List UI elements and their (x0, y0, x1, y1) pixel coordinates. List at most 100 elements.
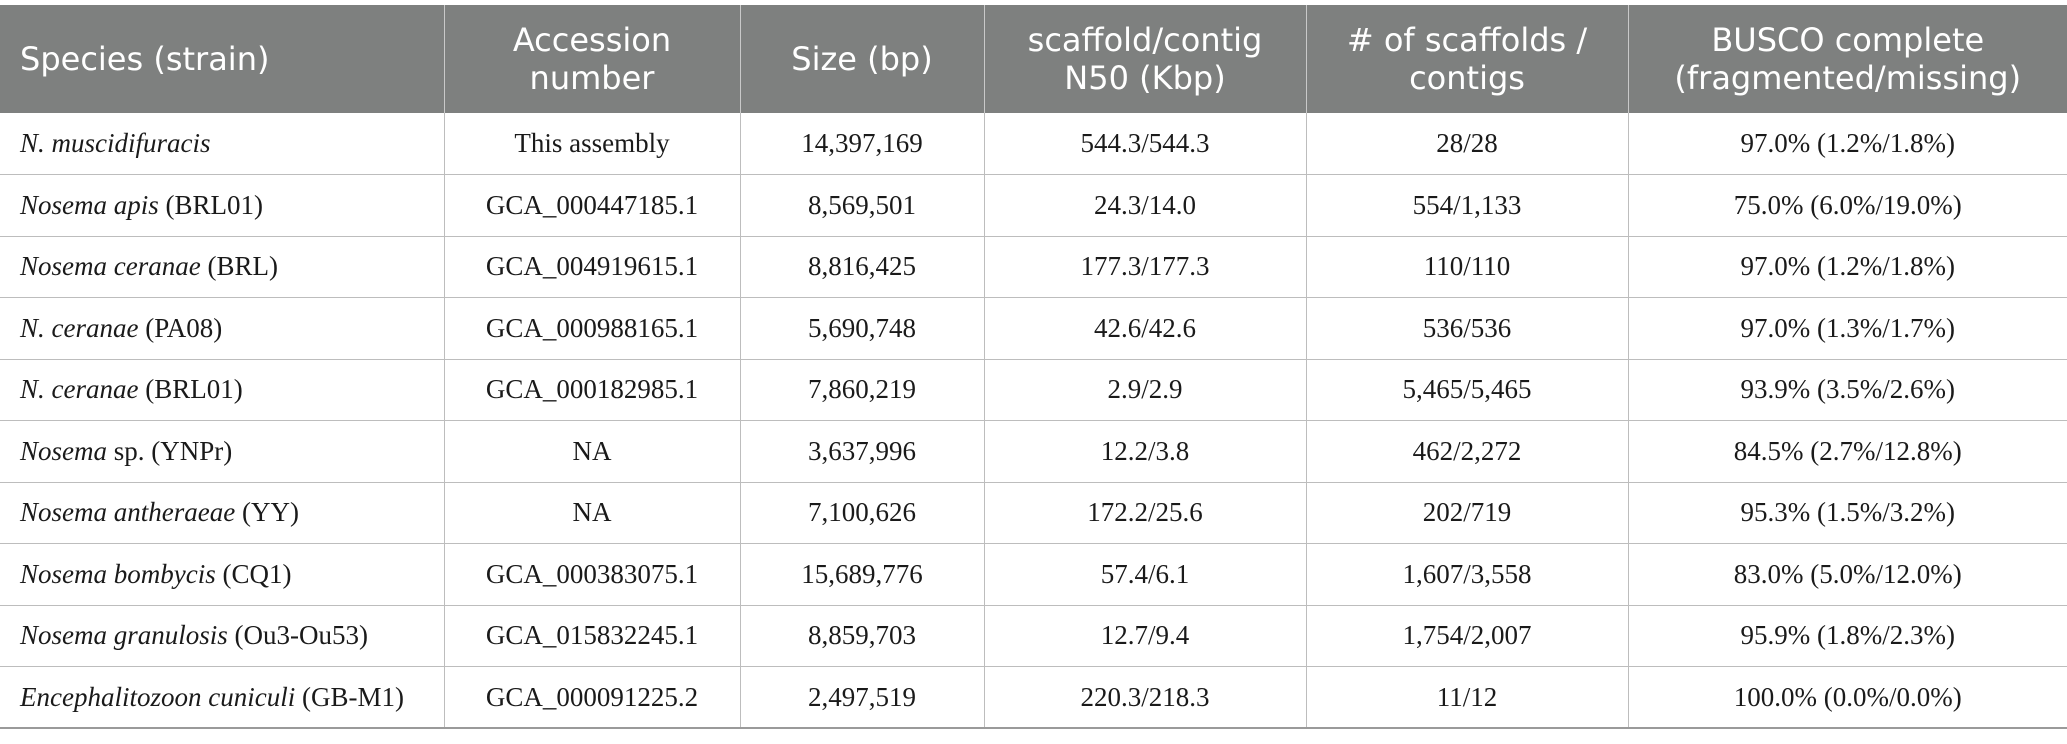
accession-cell: GCA_000447185.1 (444, 174, 741, 237)
busco-cell: 97.0% (1.3%/1.7%) (1628, 297, 2067, 360)
busco-cell: 97.0% (1.2%/1.8%) (1628, 113, 2067, 175)
size-cell: 8,859,703 (740, 605, 985, 667)
table-body: N. muscidifuracis This assembly 14,397,169… (0, 113, 2067, 729)
scaffold-count-cell: 11/12 (1306, 666, 1629, 729)
species-cell: N. ceranae (PA08) (0, 297, 445, 360)
busco-cell: 95.9% (1.8%/2.3%) (1628, 605, 2067, 667)
n50-cell: 2.9/2.9 (984, 359, 1307, 421)
species-cell: Nosema granulosis (Ou3-Ou53) (0, 605, 445, 667)
scaffold-count-cell: 462/2,272 (1306, 420, 1629, 483)
table-row: N. muscidifuracis This assembly 14,397,169… (0, 113, 2067, 175)
species-cell: N. muscidifuracis (0, 113, 445, 175)
species-name: Nosema (20, 435, 107, 466)
column-header-line: N50 (Kbp) (1064, 59, 1226, 97)
species-cell: Nosema apis (BRL01) (0, 174, 445, 237)
table-header-row: Species (strain) Accession number Size (bp)… (0, 5, 2067, 113)
column-header-n50-header: scaffold/contig N50 (Kbp) (984, 5, 1307, 113)
size-cell: 3,637,996 (740, 420, 985, 483)
size-cell: 5,690,748 (740, 297, 985, 360)
column-header-size-header: Size (bp) (740, 5, 985, 113)
genome-comparison-table: Species (strain) Accession number Size (bp)… (0, 5, 2067, 729)
table-row: Nosema ceranae (BRL) GCA_004919615.1 8,816… (0, 236, 2067, 298)
accession-cell: This assembly (444, 113, 741, 175)
busco-cell: 100.0% (0.0%/0.0%) (1628, 666, 2067, 729)
species-name: Encephalitozoon cuniculi (20, 681, 296, 712)
n50-cell: 177.3/177.3 (984, 236, 1307, 298)
scaffold-count-cell: 110/110 (1306, 236, 1629, 298)
accession-cell: NA (444, 482, 741, 544)
table-row: Nosema bombycis (CQ1) GCA_000383075.1 15,6… (0, 543, 2067, 606)
species-name: Nosema bombycis (20, 558, 216, 589)
column-header-busco-header: BUSCO complete (fragmented/missing) (1628, 5, 2067, 113)
column-header-line: Species (strain) (20, 40, 270, 78)
species-cell: Nosema sp. (YNPr) (0, 420, 445, 483)
size-cell: 15,689,776 (740, 543, 985, 606)
busco-cell: 95.3% (1.5%/3.2%) (1628, 482, 2067, 544)
column-header-line: Size (bp) (791, 40, 933, 78)
busco-cell: 83.0% (5.0%/12.0%) (1628, 543, 2067, 606)
strain-name: (CQ1) (215, 558, 292, 589)
accession-cell: NA (444, 420, 741, 483)
species-name: Nosema antheraeae (20, 497, 236, 528)
n50-cell: 12.2/3.8 (984, 420, 1307, 483)
size-cell: 7,100,626 (740, 482, 985, 544)
accession-cell: GCA_000091225.2 (444, 666, 741, 729)
species-cell: Nosema ceranae (BRL) (0, 236, 445, 298)
species-cell: Encephalitozoon cuniculi (GB-M1) (0, 666, 445, 729)
scaffold-count-cell: 554/1,133 (1306, 174, 1629, 237)
scaffold-count-cell: 28/28 (1306, 113, 1629, 175)
table-row: Nosema sp. (YNPr) NA 3,637,996 12.2/3.8 462/… (0, 420, 2067, 483)
scaffold-count-cell: 1,754/2,007 (1306, 605, 1629, 667)
species-name: N. ceranae (20, 374, 139, 405)
table-row: Nosema granulosis (Ou3-Ou53) GCA_01583224… (0, 605, 2067, 667)
scaffold-count-cell: 536/536 (1306, 297, 1629, 360)
n50-cell: 12.7/9.4 (984, 605, 1307, 667)
table-row: N. ceranae (PA08) GCA_000988165.1 5,690,74… (0, 297, 2067, 360)
n50-cell: 220.3/218.3 (984, 666, 1307, 729)
column-header-line: number (529, 59, 655, 97)
strain-name: sp. (YNPr) (107, 435, 233, 466)
table-row: N. ceranae (BRL01) GCA_000182985.1 7,860,2… (0, 359, 2067, 421)
accession-cell: GCA_000988165.1 (444, 297, 741, 360)
accession-cell: GCA_015832245.1 (444, 605, 741, 667)
genome-comparison-table-container: Species (strain) Accession number Size (bp)… (0, 5, 2067, 729)
n50-cell: 42.6/42.6 (984, 297, 1307, 360)
species-name: Nosema apis (20, 189, 159, 220)
table-row: Nosema antheraeae (YY) NA 7,100,626 172.2/2… (0, 482, 2067, 544)
table-row: Encephalitozoon cuniculi (GB-M1) GCA_0000… (0, 666, 2067, 729)
accession-cell: GCA_000182985.1 (444, 359, 741, 421)
scaffold-count-cell: 5,465/5,465 (1306, 359, 1629, 421)
species-name: Nosema granulosis (20, 620, 228, 651)
n50-cell: 544.3/544.3 (984, 113, 1307, 175)
column-header-line: # of scaffolds / (1346, 21, 1588, 59)
size-cell: 8,569,501 (740, 174, 985, 237)
strain-name: (BRL01) (138, 374, 243, 405)
accession-cell: GCA_004919615.1 (444, 236, 741, 298)
column-header-line: (fragmented/missing) (1674, 59, 2022, 97)
column-header-line: BUSCO complete (1711, 21, 1985, 59)
species-cell: N. ceranae (BRL01) (0, 359, 445, 421)
strain-name: (BRL01) (158, 189, 264, 220)
species-cell: Nosema antheraeae (YY) (0, 482, 445, 544)
species-name: N. muscidifuracis (20, 128, 211, 158)
scaffold-count-cell: 202/719 (1306, 482, 1629, 544)
n50-cell: 172.2/25.6 (984, 482, 1307, 544)
n50-cell: 57.4/6.1 (984, 543, 1307, 606)
strain-name: (PA08) (138, 312, 223, 343)
column-header-accession-header: Accession number (444, 5, 741, 113)
busco-cell: 93.9% (3.5%/2.6%) (1628, 359, 2067, 421)
table-row: Nosema apis (BRL01) GCA_000447185.1 8,569,… (0, 174, 2067, 237)
strain-name: (Ou3-Ou53) (227, 620, 369, 651)
busco-cell: 97.0% (1.2%/1.8%) (1628, 236, 2067, 298)
column-header-line: Accession (512, 21, 672, 59)
size-cell: 14,397,169 (740, 113, 985, 175)
column-header-line: scaffold/contig (1027, 21, 1263, 59)
strain-name: (GB-M1) (295, 681, 404, 712)
strain-name: (YY) (235, 497, 299, 528)
column-header-line: contigs (1409, 59, 1525, 97)
size-cell: 8,816,425 (740, 236, 985, 298)
busco-cell: 84.5% (2.7%/12.8%) (1628, 420, 2067, 483)
species-name: N. ceranae (20, 312, 139, 343)
n50-cell: 24.3/14.0 (984, 174, 1307, 237)
size-cell: 7,860,219 (740, 359, 985, 421)
